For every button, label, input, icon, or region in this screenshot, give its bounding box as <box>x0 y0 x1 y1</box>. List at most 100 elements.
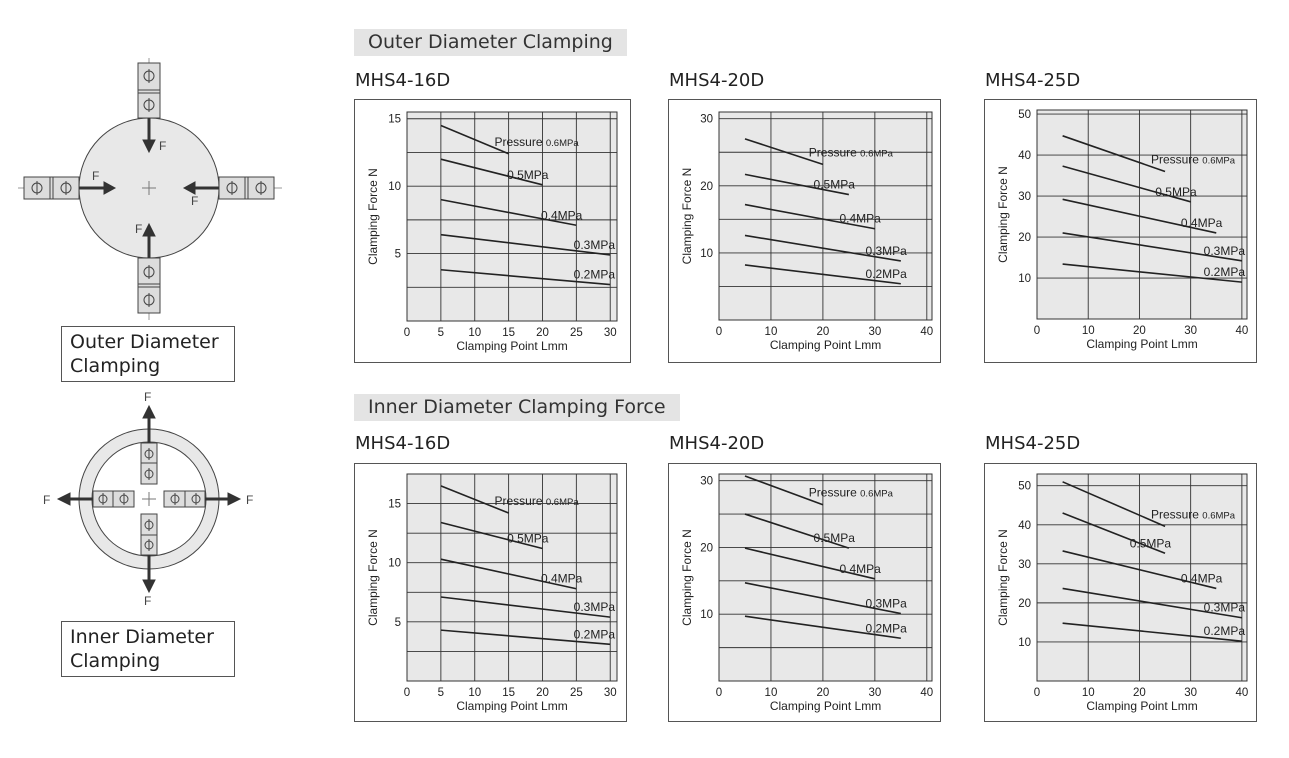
y-tick-label: 20 <box>1018 598 1031 610</box>
series-line <box>744 513 850 549</box>
plot-area <box>1036 109 1248 320</box>
x-tick-label: 0 <box>1034 687 1040 699</box>
y-tick-label: 15 <box>388 114 401 126</box>
x-tick-label: 5 <box>438 327 444 339</box>
plot-area <box>1036 473 1248 682</box>
y-tick-label: 30 <box>700 114 713 126</box>
y-tick-label: 30 <box>1018 559 1031 571</box>
inner-clamping-diagram: F F F F <box>43 390 253 608</box>
series-label: 0.2MPa <box>574 627 616 641</box>
series-line <box>1062 232 1243 262</box>
jaw-top <box>137 62 161 119</box>
chart-panel: 0 5 10 15 20 25 30 5 10 15 Clamping Point Lmm Clamp… <box>354 99 631 363</box>
series-label: 0.2MPa <box>1204 624 1246 638</box>
chart-panel: 0 10 20 30 40 10 20 30 Clamping Point Lmm Clampin… <box>668 99 941 363</box>
series-label: Pressure 0.6MPa <box>809 486 894 500</box>
series-label: 0.2MPa <box>574 268 616 282</box>
series-line <box>440 629 611 646</box>
series-line <box>744 234 901 262</box>
series-label: 0.3MPa <box>1204 244 1246 258</box>
x-tick-label: 30 <box>868 326 881 338</box>
x-tick-label: 25 <box>570 327 583 339</box>
y-tick-label: 50 <box>1018 481 1031 493</box>
series-label: Pressure 0.6MPa <box>809 145 894 159</box>
x-tick-label: 10 <box>765 687 778 699</box>
series-label: 0.5MPa <box>1155 185 1197 199</box>
force-arrows <box>56 404 242 594</box>
x-tick-label: 20 <box>536 327 549 339</box>
force-label: F <box>144 594 151 608</box>
y-tick-label: 30 <box>1018 191 1031 203</box>
force-label: F <box>159 139 166 153</box>
chart-title: MHS4-16D <box>355 433 451 454</box>
force-label: F <box>191 194 198 208</box>
series-label: Pressure 0.6MPa <box>495 135 580 149</box>
chart-panel: 0 10 20 30 40 10 20 30 40 50 Clamping Point Lmm Cla… <box>984 99 1257 363</box>
series-label: 0.4MPa <box>541 572 583 586</box>
force-label: F <box>246 493 253 507</box>
x-tick-label: 10 <box>765 326 778 338</box>
y-tick-label: 10 <box>388 181 401 193</box>
plot-area <box>718 111 933 321</box>
series-line <box>744 475 824 506</box>
series-label: 0.4MPa <box>541 208 583 222</box>
y-axis-label: Clamping Force N <box>996 529 1010 626</box>
x-tick-label: 30 <box>1184 687 1197 699</box>
series-line <box>744 582 901 615</box>
series-label: Pressure 0.6MPa <box>495 494 580 508</box>
outer-diagram-caption: Outer Diameter Clamping <box>61 326 235 382</box>
x-tick-label: 15 <box>502 327 515 339</box>
y-tick-label: 10 <box>700 609 713 621</box>
series-label: 0.5MPa <box>507 532 549 546</box>
chart-panel: 0 10 20 30 40 10 20 30 Clamping Point Lmm Clampin… <box>668 463 941 722</box>
series-line <box>440 233 611 256</box>
inner-section-title: Inner Diameter Clamping Force <box>354 394 680 421</box>
plot-area <box>406 111 618 322</box>
x-tick-label: 15 <box>502 687 515 699</box>
x-tick-label: 0 <box>1034 325 1040 337</box>
chart-title: MHS4-25D <box>985 433 1081 454</box>
inner-diagram-caption: Inner Diameter Clamping <box>61 621 235 677</box>
x-axis-label: Clamping Point Lmm <box>1086 337 1197 351</box>
series-line <box>440 198 577 227</box>
chart-svg: 0 10 20 30 40 10 20 30 40 50 Clamping Point Lmm Cla… <box>996 473 1248 713</box>
y-axis-label: Clamping Force N <box>680 168 694 265</box>
force-label: F <box>144 390 151 404</box>
x-tick-label: 40 <box>920 687 933 699</box>
x-tick-label: 30 <box>868 687 881 699</box>
series-line <box>440 158 543 186</box>
y-tick-label: 40 <box>1018 520 1031 532</box>
chart-title: MHS4-20D <box>669 70 765 91</box>
x-tick-label: 0 <box>716 687 722 699</box>
series-line <box>1062 512 1166 555</box>
x-axis-label: Clamping Point Lmm <box>770 338 881 352</box>
y-tick-label: 15 <box>388 499 401 511</box>
series-line <box>440 268 611 286</box>
x-axis-label: Clamping Point Lmm <box>1086 699 1197 713</box>
series-line <box>1062 550 1217 590</box>
chart-title: MHS4-16D <box>355 70 451 91</box>
jaw-left <box>23 176 80 200</box>
series-label: 0.2MPa <box>865 267 907 281</box>
x-tick-label: 30 <box>604 327 617 339</box>
y-tick-label: 10 <box>1018 637 1031 649</box>
y-tick-label: 30 <box>700 476 713 488</box>
series-label: 0.4MPa <box>1181 571 1223 585</box>
y-tick-label: 5 <box>395 249 401 261</box>
x-tick-label: 30 <box>604 687 617 699</box>
series-label: 0.5MPa <box>814 178 856 192</box>
y-axis-label: Clamping Force N <box>996 166 1010 263</box>
y-axis-label: Clamping Force N <box>680 529 694 626</box>
y-tick-label: 50 <box>1018 109 1031 121</box>
series-label: 0.5MPa <box>507 168 549 182</box>
series-line <box>440 558 577 590</box>
x-tick-label: 25 <box>570 687 583 699</box>
y-axis-label: Clamping Force N <box>366 168 380 265</box>
series-line <box>440 596 611 618</box>
series-label: 0.4MPa <box>1181 216 1223 230</box>
series-line <box>744 203 875 230</box>
